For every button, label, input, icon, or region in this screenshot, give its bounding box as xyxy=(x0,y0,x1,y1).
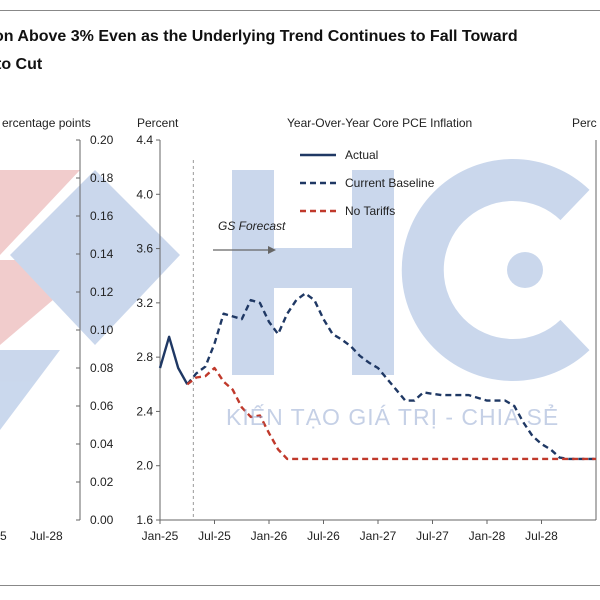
watermark-c xyxy=(401,159,590,381)
left-tick-label: 0.00 xyxy=(90,513,114,527)
chart-title-line2: to Cut xyxy=(0,56,43,73)
left-tick-label: 0.12 xyxy=(90,285,114,299)
series-line-actual xyxy=(158,335,189,385)
y-tick-label: 2.4 xyxy=(136,404,153,418)
series-line-current-baseline xyxy=(186,292,596,461)
x-tick-label: Jul-26 xyxy=(307,529,340,543)
left-panel: ercentage points 0.00 0.02 0.04 0.06 0.08 0.1… xyxy=(0,116,114,543)
y-tick-label: 2.8 xyxy=(136,350,153,364)
left-tick-label: 0.20 xyxy=(90,133,114,147)
left-x-tick-label: Jul-28 xyxy=(30,529,63,543)
main-chart: Percent Year-Over-Year Core PCE Inflatio… xyxy=(136,116,596,543)
bottom-rule xyxy=(0,585,600,586)
legend-label: No Tariffs xyxy=(345,204,395,218)
left-tick-label: 0.04 xyxy=(90,437,114,451)
watermark-text: KIẾN TẠO GIÁ TRỊ - CHIA SẺ xyxy=(226,404,560,430)
left-tick-label: 0.14 xyxy=(90,247,114,261)
left-tick-label: 0.10 xyxy=(90,323,114,337)
chart-title: on Above 3% Even as the Underlying Trend… xyxy=(0,28,518,45)
legend-label: Current Baseline xyxy=(345,176,435,190)
left-x-tick-label: 5 xyxy=(0,529,7,543)
y-tick-label: 4.0 xyxy=(136,187,153,201)
left-panel-axis-label: ercentage points xyxy=(2,116,91,130)
legend: Actual Current Baseline No Tariffs xyxy=(300,148,435,218)
left-tick-label: 0.06 xyxy=(90,399,114,413)
y-tick-label: 2.0 xyxy=(136,459,153,473)
watermark-blue-triangle xyxy=(0,350,60,430)
legend-label: Actual xyxy=(345,148,378,162)
watermark-dot xyxy=(507,252,543,288)
watermark-red-triangle xyxy=(0,170,80,255)
chart-title-block: on Above 3% Even as the Underlying Trend… xyxy=(0,18,600,74)
x-tick-label: Jan-28 xyxy=(469,529,506,543)
left-tick-label: 0.18 xyxy=(90,171,114,185)
x-tick-label: Jul-27 xyxy=(416,529,449,543)
forecast-annotation: GS Forecast xyxy=(218,219,286,233)
chart-inner-title: Year-Over-Year Core PCE Inflation xyxy=(287,116,472,130)
left-tick-label: 0.16 xyxy=(90,209,114,223)
y-axis-label-left: Percent xyxy=(137,116,179,130)
watermark-h-bar xyxy=(232,248,394,288)
watermark-logo xyxy=(0,159,590,430)
series-line-no-tariffs xyxy=(186,366,596,461)
watermark-blue-diamond xyxy=(10,170,180,345)
x-tick-label: Jan-25 xyxy=(142,529,179,543)
y-tick-label: 3.2 xyxy=(136,296,153,310)
x-tick-label: Jan-27 xyxy=(360,529,397,543)
left-tick-label: 0.02 xyxy=(90,475,114,489)
x-tick-label: Jan-26 xyxy=(251,529,288,543)
top-rule xyxy=(0,10,600,11)
y-tick-label: 1.6 xyxy=(136,513,153,527)
y-tick-label: 4.4 xyxy=(136,133,153,147)
left-tick-label: 0.08 xyxy=(90,361,114,375)
x-tick-label: Jul-25 xyxy=(198,529,231,543)
x-tick-label: Jul-28 xyxy=(525,529,558,543)
forecast-arrow xyxy=(213,246,276,254)
y-tick-label: 3.6 xyxy=(136,242,153,256)
y-axis-label-right: Perc xyxy=(572,116,597,130)
